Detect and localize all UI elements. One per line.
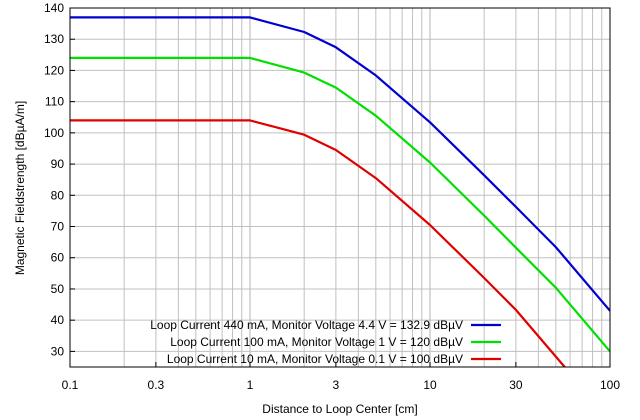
plot-background bbox=[70, 8, 610, 367]
y-tick-label: 90 bbox=[51, 157, 65, 171]
y-tick-label: 100 bbox=[44, 126, 64, 140]
x-tick-label: 30 bbox=[509, 378, 523, 392]
y-axis-title: Magnetic Fieldstrength [dBµA/m] bbox=[13, 101, 27, 275]
legend: Loop Current 440 mA, Monitor Voltage 4.4… bbox=[150, 318, 501, 366]
x-axis-title: Distance to Loop Center [cm] bbox=[262, 402, 417, 416]
y-tick-label: 120 bbox=[44, 63, 64, 77]
y-tick-label: 80 bbox=[51, 188, 65, 202]
chart: 0.1 0.3 1 3 10 30 100 30 40 50 60 70 80 90 100 110 120 1… bbox=[0, 0, 640, 420]
y-tick-label: 140 bbox=[44, 1, 64, 15]
x-tick-label: 0.3 bbox=[148, 378, 165, 392]
x-tick-label: 10 bbox=[423, 378, 437, 392]
x-tick-label: 1 bbox=[247, 378, 254, 392]
legend-label-1: Loop Current 440 mA, Monitor Voltage 4.4… bbox=[150, 318, 463, 332]
y-tick-label: 110 bbox=[45, 95, 64, 109]
y-tick-label: 130 bbox=[44, 32, 64, 46]
x-tick-label: 3 bbox=[333, 378, 340, 392]
y-tick-label: 30 bbox=[51, 344, 65, 358]
y-tick-label: 50 bbox=[51, 282, 65, 296]
x-tick-label: 100 bbox=[600, 378, 620, 392]
legend-label-3: Loop Current 10 mA, Monitor Voltage 0.1 … bbox=[167, 352, 463, 366]
y-tick-label: 60 bbox=[51, 251, 65, 265]
x-tick-label: 0.1 bbox=[62, 378, 79, 392]
legend-label-2: Loop Current 100 mA, Monitor Voltage 1 V… bbox=[170, 335, 463, 349]
y-tick-label: 40 bbox=[51, 313, 65, 327]
y-tick-label: 70 bbox=[51, 220, 65, 234]
